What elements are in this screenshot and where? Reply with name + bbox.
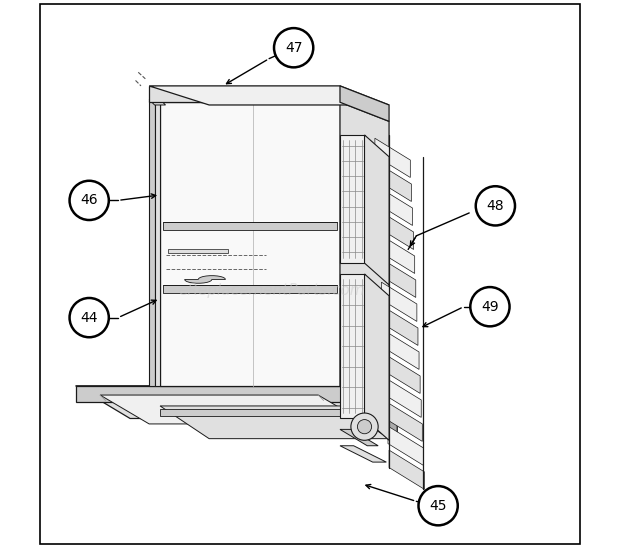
Polygon shape (376, 162, 412, 202)
Text: 49: 49 (481, 300, 498, 313)
Polygon shape (384, 354, 420, 393)
Polygon shape (386, 378, 421, 418)
Polygon shape (377, 186, 412, 225)
Circle shape (274, 28, 313, 67)
Polygon shape (340, 102, 389, 419)
Polygon shape (340, 86, 389, 121)
Polygon shape (387, 402, 422, 441)
Text: 47: 47 (285, 41, 303, 55)
Polygon shape (154, 100, 160, 386)
Polygon shape (340, 135, 365, 263)
Polygon shape (375, 138, 410, 178)
Polygon shape (168, 249, 228, 253)
Text: 48: 48 (487, 199, 504, 213)
Polygon shape (160, 406, 389, 438)
Polygon shape (76, 386, 343, 402)
Polygon shape (389, 450, 425, 489)
Polygon shape (100, 395, 367, 424)
Polygon shape (380, 258, 416, 298)
Polygon shape (149, 100, 166, 105)
Polygon shape (388, 426, 423, 465)
Polygon shape (340, 274, 365, 419)
Polygon shape (343, 386, 397, 435)
Polygon shape (160, 409, 340, 416)
Polygon shape (340, 446, 386, 462)
Polygon shape (149, 86, 389, 105)
Circle shape (476, 186, 515, 225)
Polygon shape (163, 285, 337, 293)
Polygon shape (160, 102, 340, 386)
Polygon shape (340, 430, 378, 446)
Polygon shape (381, 282, 417, 322)
Polygon shape (379, 234, 415, 273)
Polygon shape (76, 386, 397, 419)
Polygon shape (378, 210, 414, 249)
Text: 46: 46 (81, 193, 98, 207)
Text: 45: 45 (430, 499, 447, 513)
Circle shape (69, 181, 109, 220)
Text: eReplacementParts.com: eReplacementParts.com (179, 283, 365, 298)
Polygon shape (365, 135, 389, 285)
Polygon shape (149, 86, 340, 102)
Polygon shape (365, 274, 389, 440)
Circle shape (418, 486, 458, 526)
Circle shape (351, 413, 378, 440)
Circle shape (471, 287, 510, 327)
Polygon shape (384, 330, 419, 369)
Text: 44: 44 (81, 311, 98, 324)
Polygon shape (185, 276, 226, 283)
Circle shape (69, 298, 109, 337)
Circle shape (358, 420, 371, 434)
Polygon shape (383, 306, 418, 345)
Polygon shape (149, 100, 154, 386)
Polygon shape (163, 222, 337, 230)
